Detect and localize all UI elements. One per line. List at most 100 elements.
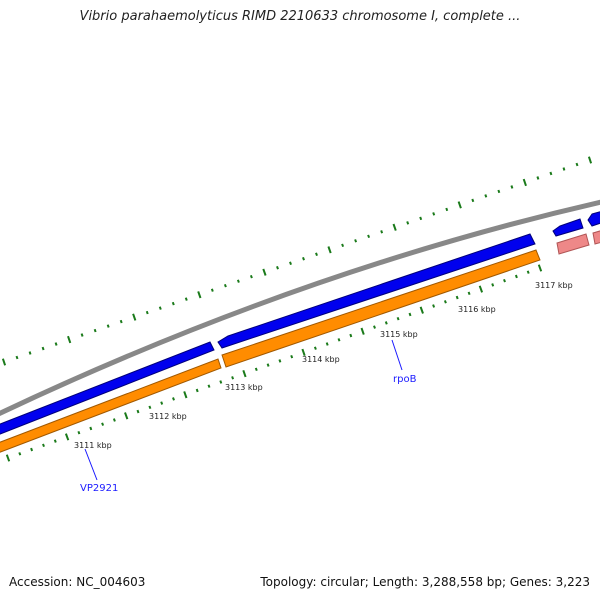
tick-mark bbox=[315, 252, 318, 257]
tick-mark bbox=[195, 388, 199, 393]
tick-mark bbox=[419, 306, 424, 314]
tick-mark bbox=[432, 304, 436, 308]
tick-mark bbox=[254, 367, 258, 372]
tick-mark bbox=[455, 295, 459, 300]
tick-mark bbox=[158, 306, 162, 310]
tick-mark bbox=[160, 401, 164, 405]
tick-mark bbox=[467, 291, 471, 296]
tick-mark bbox=[183, 391, 188, 399]
tick-mark bbox=[231, 376, 235, 380]
gene-label-leader bbox=[84, 448, 98, 481]
tick-mark bbox=[575, 162, 579, 167]
tick-mark bbox=[522, 178, 527, 187]
tick-mark bbox=[207, 384, 211, 388]
tick-mark bbox=[419, 216, 423, 221]
tick-mark bbox=[54, 342, 58, 346]
tick-mark bbox=[93, 328, 97, 333]
tick-mark bbox=[536, 176, 540, 180]
tick-mark bbox=[106, 324, 110, 328]
tick-mark bbox=[587, 156, 593, 164]
tick-mark bbox=[67, 335, 72, 344]
tick-mark bbox=[384, 321, 388, 325]
tick-mark bbox=[41, 346, 45, 351]
inner-tick-ring bbox=[5, 264, 543, 462]
tick-mark bbox=[89, 426, 93, 431]
forward-gene-1[interactable] bbox=[0, 341, 215, 438]
tick-mark bbox=[514, 274, 518, 279]
tick-mark bbox=[526, 270, 530, 274]
tick-mark bbox=[396, 316, 400, 321]
tick-mark bbox=[337, 338, 341, 342]
scale-label: 3117 kbp bbox=[535, 281, 573, 290]
tick-mark bbox=[249, 274, 253, 279]
tick-mark bbox=[367, 234, 371, 239]
reverse-gene-1[interactable] bbox=[0, 358, 222, 456]
tick-mark bbox=[373, 325, 376, 329]
tick-mark bbox=[1, 358, 7, 366]
tick-mark bbox=[491, 283, 495, 287]
scale-label: 3113 kbp bbox=[225, 383, 263, 392]
tick-mark bbox=[445, 207, 449, 212]
tick-mark bbox=[30, 447, 34, 452]
tick-mark bbox=[5, 454, 11, 462]
tick-mark bbox=[349, 333, 353, 338]
gene-label-leader bbox=[391, 339, 403, 371]
gene-label-rpob[interactable]: rpoB bbox=[393, 374, 417, 385]
tick-mark bbox=[537, 264, 543, 272]
rrna-gene-1[interactable] bbox=[556, 233, 590, 255]
backbone-track bbox=[0, 199, 600, 417]
forward-gene-3[interactable] bbox=[552, 218, 584, 237]
tick-mark bbox=[290, 354, 294, 359]
rrna-gene-2[interactable] bbox=[592, 228, 600, 245]
tick-mark bbox=[219, 380, 223, 384]
scale-label: 3114 kbp bbox=[302, 355, 340, 364]
gene-label-vp2921[interactable]: VP2921 bbox=[80, 483, 118, 494]
forward-strand-track bbox=[0, 209, 600, 438]
tick-mark bbox=[77, 430, 81, 435]
tick-mark bbox=[148, 405, 152, 410]
tick-mark bbox=[136, 409, 140, 414]
tick-mark bbox=[380, 230, 384, 234]
tick-mark bbox=[301, 348, 306, 357]
tick-mark bbox=[15, 355, 19, 360]
reverse-gene-2[interactable] bbox=[221, 249, 541, 368]
tick-mark bbox=[197, 291, 202, 299]
forward-gene-2[interactable] bbox=[217, 233, 536, 349]
tick-mark bbox=[171, 301, 175, 306]
tick-mark bbox=[325, 342, 329, 346]
tick-mark bbox=[64, 433, 70, 441]
scale-label: 3116 kbp bbox=[458, 305, 496, 314]
tick-mark bbox=[471, 198, 475, 203]
tick-mark bbox=[443, 300, 447, 304]
tick-mark bbox=[341, 243, 345, 248]
topology-info: Topology: circular; Length: 3,288,558 bp… bbox=[260, 575, 590, 589]
tick-mark bbox=[497, 189, 501, 194]
tick-mark bbox=[302, 256, 305, 261]
tick-mark bbox=[210, 288, 214, 292]
reverse-strand-track bbox=[0, 228, 600, 456]
tick-mark bbox=[145, 310, 149, 315]
tick-mark bbox=[549, 171, 553, 176]
tick-mark bbox=[53, 439, 57, 443]
tick-mark bbox=[223, 283, 227, 288]
tick-mark bbox=[408, 312, 412, 317]
tick-mark bbox=[478, 285, 484, 293]
tick-mark bbox=[360, 327, 365, 335]
map-title: Vibrio parahaemolyticus RIMD 2210633 chr… bbox=[79, 9, 521, 24]
tick-ring bbox=[1, 156, 593, 366]
tick-mark bbox=[289, 261, 292, 266]
tick-mark bbox=[406, 221, 410, 225]
tick-mark bbox=[242, 369, 247, 378]
forward-gene-4[interactable] bbox=[587, 209, 600, 227]
tick-mark bbox=[510, 185, 514, 189]
tick-mark bbox=[80, 333, 84, 337]
tick-mark bbox=[172, 397, 175, 401]
tick-mark bbox=[327, 246, 332, 254]
tick-mark bbox=[124, 412, 129, 420]
scale-label: 3112 kbp bbox=[149, 412, 187, 421]
tick-mark bbox=[132, 313, 137, 321]
tick-mark bbox=[266, 363, 270, 367]
scale-label: 3111 kbp bbox=[74, 441, 112, 450]
